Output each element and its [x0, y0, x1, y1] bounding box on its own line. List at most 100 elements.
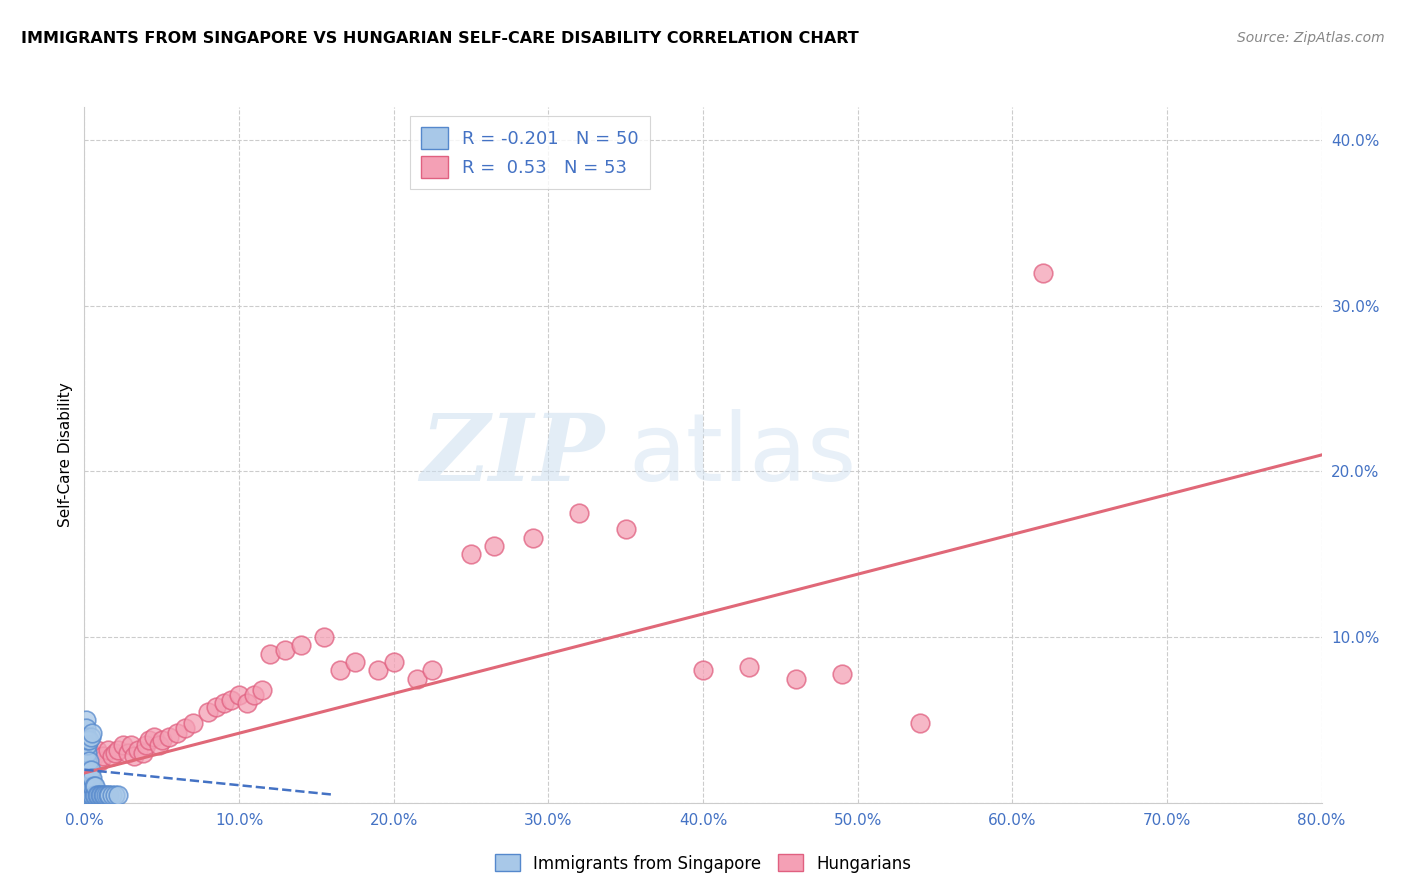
Point — [82, 726, 104, 740]
Point — [148, 738, 170, 752]
Point — [75, 738, 97, 752]
Text: atlas: atlas — [628, 409, 858, 501]
Point — [82, 771, 104, 785]
Point — [405, 672, 427, 686]
Point — [181, 716, 204, 731]
Point — [84, 779, 107, 793]
Point — [219, 693, 242, 707]
Point — [831, 666, 853, 681]
Point — [135, 738, 157, 752]
Point — [132, 746, 155, 760]
Point — [75, 771, 97, 785]
Point — [150, 732, 173, 747]
Point — [274, 643, 297, 657]
Point — [382, 655, 405, 669]
Legend: R = -0.201   N = 50, R =  0.53   N = 53: R = -0.201 N = 50, R = 0.53 N = 53 — [411, 116, 650, 189]
Point — [98, 788, 121, 802]
Point — [76, 730, 98, 744]
Point — [86, 788, 108, 802]
Point — [77, 732, 100, 747]
Point — [76, 763, 98, 777]
Point — [84, 788, 107, 802]
Point — [89, 788, 111, 802]
Point — [94, 788, 117, 802]
Point — [83, 749, 105, 764]
Point — [259, 647, 281, 661]
Point — [212, 697, 235, 711]
Point — [460, 547, 482, 561]
Point — [76, 738, 98, 752]
Point — [77, 763, 100, 777]
Point — [738, 660, 761, 674]
Point — [120, 738, 142, 752]
Point — [290, 639, 312, 653]
Point — [76, 732, 98, 747]
Point — [96, 743, 118, 757]
Point — [82, 779, 104, 793]
Point — [82, 788, 104, 802]
Point — [79, 763, 101, 777]
Point — [76, 771, 98, 785]
Point — [90, 788, 112, 802]
Point — [79, 746, 101, 760]
Point — [76, 779, 98, 793]
Point — [235, 697, 259, 711]
Point — [101, 788, 124, 802]
Point — [75, 730, 97, 744]
Point — [117, 746, 139, 760]
Point — [568, 506, 591, 520]
Point — [107, 788, 129, 802]
Point — [422, 663, 444, 677]
Point — [75, 746, 97, 760]
Point — [122, 749, 145, 764]
Point — [614, 523, 637, 537]
Point — [166, 726, 188, 740]
Point — [367, 663, 389, 677]
Point — [104, 788, 127, 802]
Point — [83, 788, 105, 802]
Point — [112, 738, 135, 752]
Point — [250, 683, 273, 698]
Point — [75, 755, 97, 769]
Point — [143, 730, 166, 744]
Point — [75, 713, 97, 727]
Point — [328, 663, 352, 677]
Point — [484, 539, 506, 553]
Point — [91, 749, 114, 764]
Point — [75, 788, 97, 802]
Point — [104, 746, 127, 760]
Point — [77, 779, 100, 793]
Point — [785, 672, 807, 686]
Point — [93, 788, 115, 802]
Point — [75, 779, 97, 793]
Point — [76, 755, 98, 769]
Legend: Immigrants from Singapore, Hungarians: Immigrants from Singapore, Hungarians — [488, 847, 918, 880]
Point — [76, 746, 98, 760]
Point — [243, 688, 266, 702]
Point — [77, 788, 100, 802]
Text: ZIP: ZIP — [420, 410, 605, 500]
Point — [107, 743, 129, 757]
Point — [91, 788, 114, 802]
Point — [83, 779, 105, 793]
Point — [75, 721, 97, 735]
Point — [127, 743, 149, 757]
Point — [908, 716, 931, 731]
Point — [692, 663, 714, 677]
Point — [522, 531, 544, 545]
Point — [77, 755, 100, 769]
Point — [197, 705, 219, 719]
Point — [87, 788, 110, 802]
Point — [138, 732, 160, 747]
Point — [96, 788, 118, 802]
Point — [77, 771, 100, 785]
Point — [343, 655, 366, 669]
Point — [79, 771, 101, 785]
Text: IMMIGRANTS FROM SINGAPORE VS HUNGARIAN SELF-CARE DISABILITY CORRELATION CHART: IMMIGRANTS FROM SINGAPORE VS HUNGARIAN S… — [21, 31, 859, 46]
Point — [228, 688, 250, 702]
Point — [312, 630, 335, 644]
Point — [159, 730, 180, 744]
Point — [79, 779, 101, 793]
Point — [75, 763, 97, 777]
Point — [101, 749, 124, 764]
